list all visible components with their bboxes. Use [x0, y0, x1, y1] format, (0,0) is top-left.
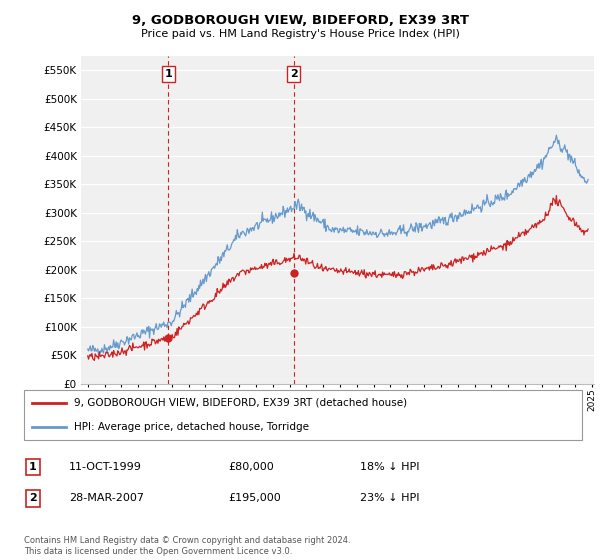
Text: 11-OCT-1999: 11-OCT-1999 — [69, 462, 142, 472]
Text: Price paid vs. HM Land Registry's House Price Index (HPI): Price paid vs. HM Land Registry's House … — [140, 29, 460, 39]
Text: Contains HM Land Registry data © Crown copyright and database right 2024.
This d: Contains HM Land Registry data © Crown c… — [24, 536, 350, 556]
Text: 9, GODBOROUGH VIEW, BIDEFORD, EX39 3RT (detached house): 9, GODBOROUGH VIEW, BIDEFORD, EX39 3RT (… — [74, 398, 407, 408]
Text: 23% ↓ HPI: 23% ↓ HPI — [360, 493, 419, 503]
Text: 2: 2 — [29, 493, 37, 503]
FancyBboxPatch shape — [24, 390, 582, 440]
Text: 2: 2 — [290, 69, 298, 79]
Text: £195,000: £195,000 — [228, 493, 281, 503]
Text: HPI: Average price, detached house, Torridge: HPI: Average price, detached house, Torr… — [74, 422, 309, 432]
Text: 9, GODBOROUGH VIEW, BIDEFORD, EX39 3RT: 9, GODBOROUGH VIEW, BIDEFORD, EX39 3RT — [131, 14, 469, 27]
Text: 18% ↓ HPI: 18% ↓ HPI — [360, 462, 419, 472]
Text: 28-MAR-2007: 28-MAR-2007 — [69, 493, 144, 503]
Text: 1: 1 — [164, 69, 172, 79]
Text: £80,000: £80,000 — [228, 462, 274, 472]
Text: 1: 1 — [29, 462, 37, 472]
